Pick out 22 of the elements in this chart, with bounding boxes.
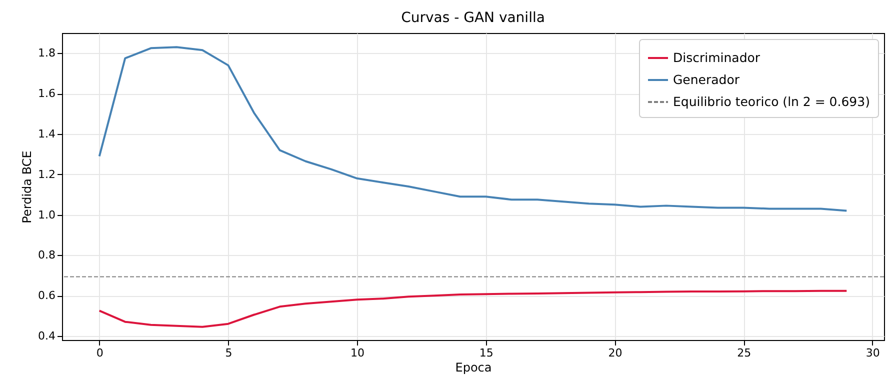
x-tick-label: 30: [866, 346, 880, 360]
legend-label: Equilibrio teorico (ln 2 = 0.693): [673, 94, 870, 109]
x-tick-label: 15: [479, 346, 494, 360]
x-tick-label: 25: [737, 346, 752, 360]
y-tick-label: 1.0: [38, 208, 56, 222]
x-tick-label: 0: [96, 346, 104, 360]
y-tick-label: 0.4: [38, 329, 56, 342]
x-tick-label: 10: [350, 346, 365, 360]
legend-label: Generador: [673, 72, 740, 87]
legend-label: Discriminador: [673, 50, 761, 65]
x-axis-title: Epoca: [455, 360, 492, 374]
line-series: [98, 290, 848, 328]
y-tick-label: 1.4: [38, 127, 56, 140]
x-tick-label: 5: [225, 346, 232, 360]
y-tick-label: 0.8: [38, 248, 56, 262]
y-tick-label: 1.2: [38, 168, 56, 181]
chart-title: Curvas - GAN vanilla: [401, 10, 545, 26]
y-tick-label: 1.8: [38, 46, 56, 60]
x-tick-label: 20: [608, 346, 622, 360]
y-tick-label: 1.6: [38, 87, 56, 100]
y-axis-title: Perdida BCE: [20, 150, 34, 224]
y-tick-label: 0.6: [38, 289, 56, 302]
